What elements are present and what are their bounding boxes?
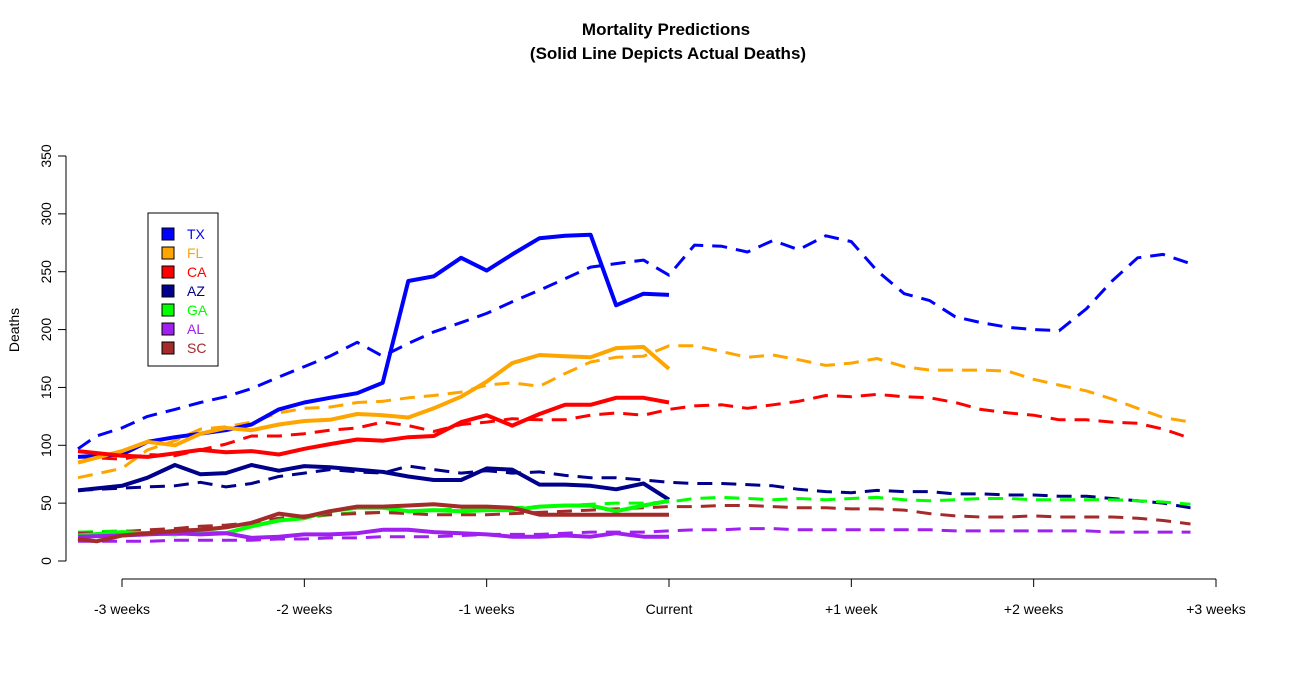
y-tick-label: 150 [38,376,54,400]
legend-swatch-az [161,284,175,298]
sc-predicted-line [77,504,1191,535]
legend-label-al: AL [187,321,204,337]
x-tick-label: -2 weeks [276,601,332,617]
legend-box [147,212,219,367]
legend-swatch-ca [161,265,175,279]
chart-title: Mortality Predictions [582,20,750,39]
legend-swatch-al [161,322,175,336]
y-tick-label: 0 [38,557,54,565]
y-tick-label: 300 [38,202,54,226]
chart-subtitle: (Solid Line Depicts Actual Deaths) [530,44,806,63]
tx-predicted-line [77,234,1191,451]
legend-label-ca: CA [187,264,207,280]
y-tick-label: 350 [38,144,54,168]
legend-swatch-ga [161,303,175,317]
x-axis: -3 weeks -2 weeks -1 weeks Current +1 week +2… [94,578,1246,617]
y-axis-label: Deaths [6,308,22,352]
tx-actual-line [77,232,670,459]
legend-label-az: AZ [187,283,205,299]
al-predicted-line [78,527,1191,543]
legend-label-tx: TX [187,226,206,242]
legend-label-sc: SC [187,340,206,356]
x-tick-label: Current [646,601,693,617]
sc-actual-line [77,502,669,544]
y-tick-label: 50 [38,495,54,511]
x-tick-label: +3 weeks [1186,601,1246,617]
y-tick-label: 250 [38,260,54,284]
fl-actual-line [77,344,671,465]
legend: TX FL CA AZ GA AL SC [147,212,219,367]
plot-lines [77,232,1191,544]
legend-label-fl: FL [187,245,204,261]
x-tick-label: -1 weeks [459,601,515,617]
ca-actual-line [77,395,670,459]
az-actual-line [77,463,671,502]
y-tick-label: 200 [38,318,54,342]
x-tick-label: -3 weeks [94,601,150,617]
legend-swatch-sc [161,341,175,355]
legend-swatch-fl [161,246,175,260]
az-predicted-line [77,464,1191,510]
al-actual-line [77,527,669,540]
legend-label-ga: GA [187,302,208,318]
y-tick-label: 100 [38,433,54,457]
fl-predicted-line [77,344,1191,480]
legend-swatch-tx [161,227,175,241]
y-axis: 0 50 100 150 200 250 300 350 [38,144,67,565]
ca-predicted-line [77,392,1191,461]
x-tick-label: +2 weeks [1004,601,1064,617]
x-tick-label: +1 week [825,601,879,617]
